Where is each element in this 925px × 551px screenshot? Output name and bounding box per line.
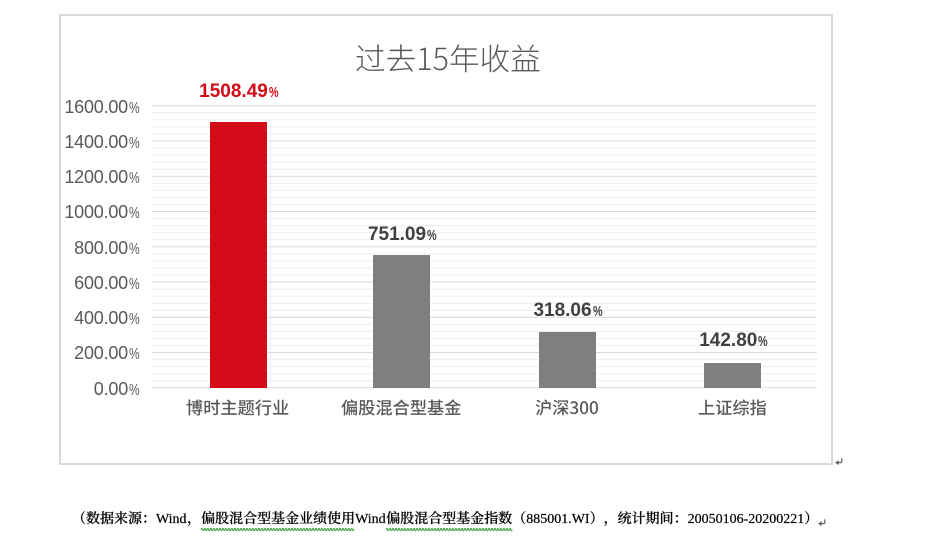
svg-text:20050106-20200221: 20050106-20200221 bbox=[687, 512, 804, 527]
svg-text:Wind: Wind bbox=[156, 512, 187, 527]
svg-text:Wind: Wind bbox=[355, 512, 386, 527]
svg-text:885001.WI: 885001.WI bbox=[526, 512, 590, 527]
